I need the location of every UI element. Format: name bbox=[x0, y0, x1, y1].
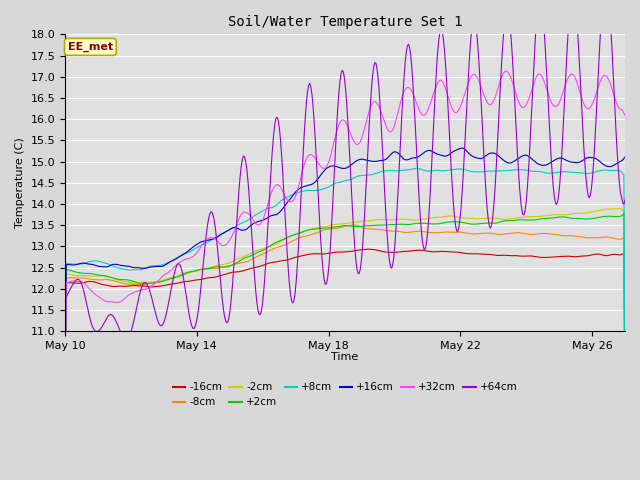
Legend: -16cm, -8cm, -2cm, +2cm, +8cm, +16cm, +32cm, +64cm: -16cm, -8cm, -2cm, +2cm, +8cm, +16cm, +3… bbox=[168, 378, 522, 412]
X-axis label: Time: Time bbox=[332, 352, 358, 362]
Y-axis label: Temperature (C): Temperature (C) bbox=[15, 137, 25, 228]
Text: EE_met: EE_met bbox=[68, 42, 113, 52]
Title: Soil/Water Temperature Set 1: Soil/Water Temperature Set 1 bbox=[228, 15, 462, 29]
